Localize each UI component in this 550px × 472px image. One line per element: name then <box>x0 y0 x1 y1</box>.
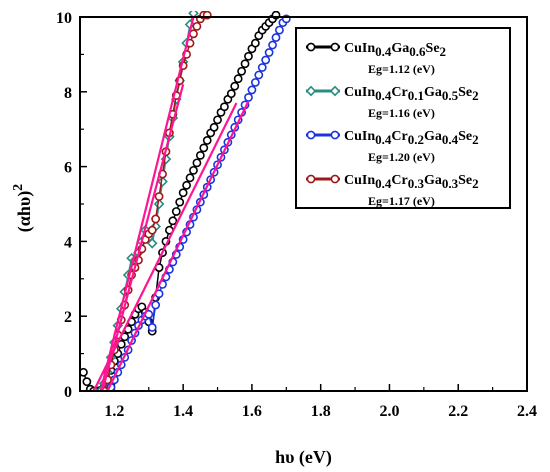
data-point-s1 <box>244 51 253 61</box>
fit-line-fit-3 <box>106 100 250 391</box>
data-point-s1 <box>82 377 92 387</box>
data-point-s1 <box>202 136 212 145</box>
data-point-s1 <box>213 115 222 125</box>
legend-label-s2: CuIn0.4Cr0.1Ga0.5Se2 <box>344 85 479 103</box>
data-point-s1 <box>182 180 191 190</box>
data-point-s1 <box>171 207 181 216</box>
data-point-s4 <box>147 225 157 235</box>
legend-eg-s2: Eg=1.16 (eV) <box>368 106 435 120</box>
legend-marker-s1 <box>330 42 340 52</box>
data-point-s1 <box>250 38 260 48</box>
y-tick-label: 0 <box>64 384 72 401</box>
data-point-s3 <box>151 300 161 310</box>
data-point-s1 <box>226 89 236 99</box>
data-point-s3 <box>250 78 260 87</box>
y-tick-label: 2 <box>64 309 72 326</box>
data-point-s1 <box>237 66 247 76</box>
data-point-s1 <box>189 165 198 175</box>
data-point-s4 <box>154 192 164 201</box>
data-point-s3 <box>244 93 253 102</box>
legend-label-s4: CuIn0.4Cr0.3Ga0.3Se2 <box>344 173 479 191</box>
data-point-s3 <box>271 33 281 42</box>
legend-marker-s1 <box>306 42 316 52</box>
legend-label-s1: CuIn0.4Ga0.6Se2 <box>344 41 446 59</box>
x-tick-label: 1.6 <box>242 403 262 420</box>
data-point-s1 <box>80 367 88 377</box>
fit-lines <box>92 16 250 391</box>
data-point-s1 <box>233 74 243 84</box>
legend-marker-s2 <box>329 85 341 97</box>
legend-eg-s3: Eg=1.20 (eV) <box>368 150 435 164</box>
data-point-s1 <box>168 216 178 226</box>
data-point-s3 <box>257 63 267 72</box>
series-s1 <box>80 11 281 391</box>
data-point-s4 <box>192 21 202 31</box>
data-points <box>80 11 291 391</box>
data-point-s3 <box>254 70 264 80</box>
legend-marker-s3 <box>306 130 316 140</box>
data-point-s1 <box>209 122 219 132</box>
legend-marker-s4 <box>330 174 340 184</box>
x-tick-label: 2.0 <box>379 403 399 420</box>
y-tick-label: 6 <box>64 160 72 177</box>
x-tick-label: 1.8 <box>311 403 331 420</box>
legend-marker-s2 <box>305 85 317 97</box>
data-point-s3 <box>261 55 271 65</box>
data-point-s1 <box>178 188 188 198</box>
data-point-s3 <box>147 323 157 332</box>
fit-line-fit-1 <box>92 102 238 391</box>
data-point-s1 <box>199 143 209 153</box>
y-tick-label: 4 <box>64 234 72 251</box>
plot-frame <box>79 16 528 392</box>
data-point-s1 <box>195 150 205 160</box>
y-tick-label: 8 <box>64 85 72 102</box>
data-point-s1 <box>185 173 195 183</box>
fit-line-fit-4 <box>101 84 185 391</box>
data-point-s1 <box>192 158 202 168</box>
data-point-s1 <box>230 81 240 91</box>
data-point-s2 <box>146 237 158 249</box>
y-axis-title: (αhυ)2 <box>11 184 35 232</box>
x-tick-label: 2.2 <box>448 403 468 420</box>
data-point-s1 <box>175 197 185 207</box>
data-point-s3 <box>275 25 284 35</box>
legend-marker-s4 <box>306 174 316 184</box>
legend-eg-s1: Eg=1.12 (eV) <box>368 62 435 76</box>
x-tick-label: 1.4 <box>173 403 193 420</box>
x-axis-title: hυ (eV) <box>275 447 332 468</box>
data-point-s3 <box>268 40 277 50</box>
legend-eg-s4: Eg=1.17 (eV) <box>368 194 435 208</box>
legend: CuIn0.4Ga0.6Se2 Eg=1.12 (eV) CuIn0.4Cr0.1G… <box>295 27 511 209</box>
y-tick-label: 10 <box>56 10 72 27</box>
legend-label-s3: CuIn0.4Cr0.2Ga0.4Se2 <box>344 129 479 147</box>
legend-marker-s3 <box>330 130 340 140</box>
x-tick-label: 1.2 <box>104 403 124 420</box>
data-point-s1 <box>240 59 250 69</box>
data-point-s4 <box>151 214 161 224</box>
data-point-s3 <box>264 48 274 57</box>
data-point-s1 <box>220 102 229 112</box>
data-point-s3 <box>247 85 257 95</box>
x-tick-label: 2.4 <box>517 403 537 420</box>
fit-line-fit-2 <box>99 16 195 391</box>
